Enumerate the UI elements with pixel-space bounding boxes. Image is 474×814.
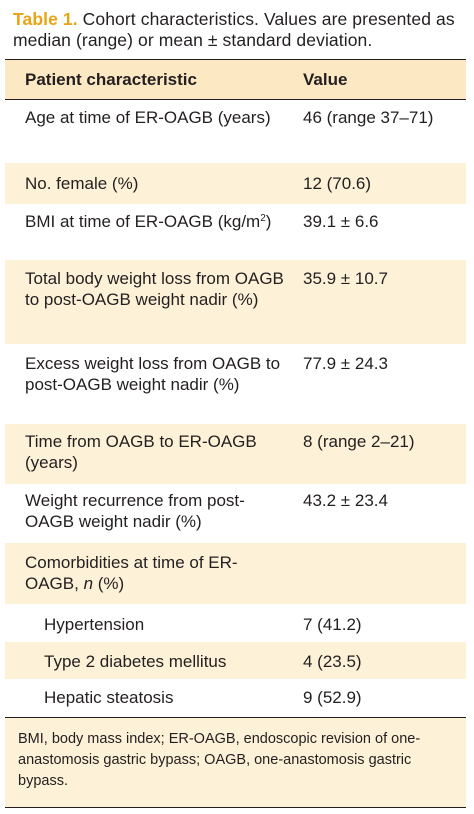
table-label: Table 1. [13, 9, 78, 29]
value-cell: 12 (70.6) [303, 174, 372, 193]
table-row: Weight recurrence from post-OAGB weight … [5, 484, 466, 543]
table-row: No. female (%) 12 (70.6) [5, 163, 466, 204]
value-cell: 9 (52.9) [303, 688, 362, 707]
table-row: Age at time of ER-OAGB (years) 46 (range… [5, 100, 466, 163]
caption-text: Cohort characteristics. Values are prese… [13, 9, 455, 50]
value-cell: 8 (range 2–21) [303, 432, 415, 451]
characteristic-cell: Hypertension [44, 615, 145, 634]
characteristic-cell: Hepatic steatosis [44, 688, 174, 707]
table-caption: Table 1. Cohort characteristics. Values … [13, 9, 468, 51]
table-row: Hepatic steatosis 9 (52.9) [5, 679, 466, 714]
value-cell: 4 (23.5) [303, 652, 362, 671]
table-row: Excess weight loss from OAGB to post-OAG… [5, 344, 466, 424]
characteristic-cell: Total body weight loss from OAGB to post… [25, 269, 284, 309]
value-cell: 35.9 ± 10.7 [303, 269, 388, 288]
value-cell: 43.2 ± 23.4 [303, 491, 388, 510]
characteristic-cell: Time from OAGB to ER-OAGB (years) [25, 432, 257, 472]
footnote-text: BMI, body mass index; ER-OAGB, endoscopi… [18, 731, 421, 789]
table-row: BMI at time of ER-OAGB (kg/m2) 39.1 ± 6.… [5, 204, 466, 260]
value-cell: 77.9 ± 24.3 [303, 354, 388, 373]
characteristic-cell: Age at time of ER-OAGB (years) [25, 108, 271, 127]
value-cell: 46 (range 37–71) [303, 108, 434, 127]
characteristic-cell: BMI at time of ER-OAGB (kg/m2) [25, 212, 272, 231]
table-row: Total body weight loss from OAGB to post… [5, 260, 466, 344]
table-row: Type 2 diabetes mellitus 4 (23.5) [5, 642, 466, 679]
value-cell: 39.1 ± 6.6 [303, 212, 379, 231]
table-footnote: BMI, body mass index; ER-OAGB, endoscopi… [5, 717, 466, 808]
characteristic-cell: Comorbidities at time of ER-OAGB, n (%) [25, 553, 238, 593]
table-header: Patient characteristic Value [5, 59, 466, 100]
characteristic-cell: Excess weight loss from OAGB to post-OAG… [25, 354, 281, 394]
header-characteristic: Patient characteristic [25, 70, 197, 89]
cohort-table: Patient characteristic Value Age at time… [5, 59, 466, 714]
characteristic-cell: Weight recurrence from post-OAGB weight … [25, 491, 245, 531]
table-row: Hypertension 7 (41.2) [5, 604, 466, 642]
value-cell: 7 (41.2) [303, 615, 362, 634]
table-row: Time from OAGB to ER-OAGB (years) 8 (ran… [5, 424, 466, 484]
header-value: Value [303, 70, 348, 89]
table-row: Comorbidities at time of ER-OAGB, n (%) [5, 543, 466, 604]
characteristic-cell: Type 2 diabetes mellitus [44, 652, 227, 671]
characteristic-cell: No. female (%) [25, 174, 139, 193]
